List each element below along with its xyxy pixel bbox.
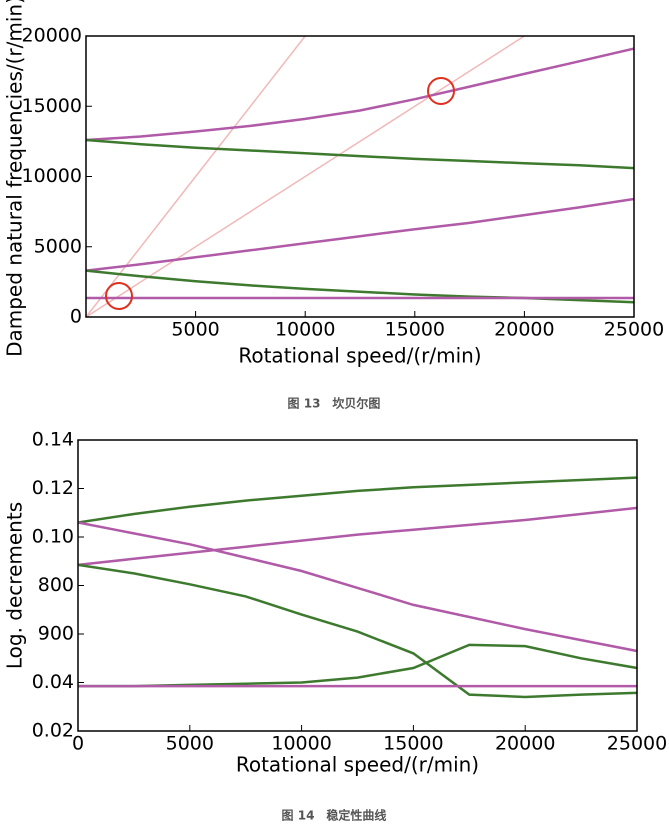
- x-tick-label: 25000: [604, 319, 664, 341]
- y-tick-label: 900: [38, 623, 74, 645]
- series-line: [86, 36, 525, 317]
- x-tick-label: 15000: [385, 319, 445, 341]
- x-tick-label: 5000: [171, 319, 219, 341]
- y-axis-label: Damped natural frequencies/(r/min): [3, 0, 27, 357]
- y-axis-label: Log. decrements: [3, 502, 27, 669]
- series-line: [78, 521, 637, 653]
- y-tick-label: 0.10: [32, 526, 74, 548]
- x-tick-label: 25000: [607, 733, 667, 755]
- plot-frame: [85, 35, 635, 318]
- series-line: [78, 643, 637, 688]
- highlight-circle: [105, 282, 133, 310]
- x-tick-label: 20000: [495, 733, 555, 755]
- highlight-circle: [427, 77, 455, 105]
- series-line: [86, 36, 306, 317]
- series-line: [86, 197, 634, 272]
- y-tick-label: 20000: [22, 25, 82, 47]
- plot-area: [78, 476, 637, 699]
- y-tick-label: 15000: [22, 95, 82, 117]
- y-tick-label: 0: [70, 306, 82, 328]
- y-tick-label: 5000: [34, 235, 82, 257]
- x-axis-label: Rotational speed/(r/min): [236, 753, 479, 777]
- series-line: [86, 138, 634, 170]
- x-tick-label: 10000: [275, 319, 335, 341]
- x-tick-label: 5000: [166, 733, 214, 755]
- x-axis-label: Rotational speed/(r/min): [238, 344, 481, 368]
- y-tick-label: 0.12: [32, 477, 74, 499]
- y-tick-label: 0.14: [32, 429, 74, 451]
- y-tick-label: 0.02: [32, 720, 74, 742]
- x-tick-label: 15000: [383, 733, 443, 755]
- y-tick-label: 10000: [22, 165, 82, 187]
- caption: 图 14 稳定性曲线: [282, 808, 387, 823]
- x-tick-label: 10000: [271, 733, 331, 755]
- series-line: [78, 476, 637, 524]
- series-line: [86, 47, 634, 142]
- series-line: [78, 563, 637, 699]
- x-tick-label: 0: [72, 733, 84, 755]
- y-tick-label: 0.04: [32, 671, 74, 693]
- plot-area: [86, 36, 634, 317]
- y-tick-label: 800: [38, 574, 74, 596]
- x-tick-label: 20000: [494, 319, 554, 341]
- series-line: [78, 506, 637, 567]
- caption: 图 13 坎贝尔图: [288, 396, 381, 411]
- plot-frame: [77, 439, 638, 732]
